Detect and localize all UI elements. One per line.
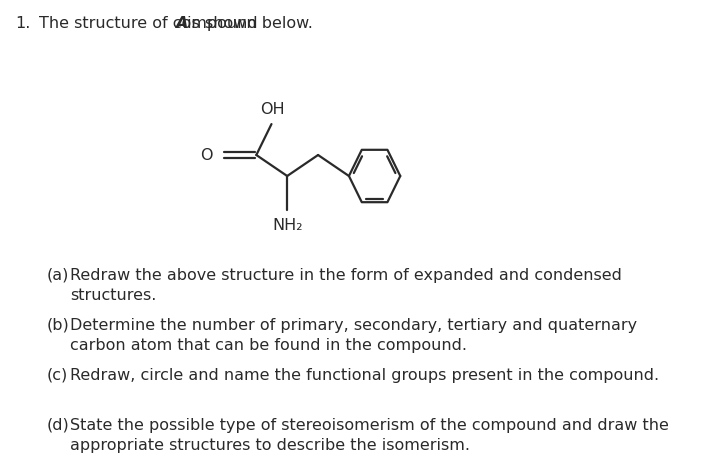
Text: O: O <box>200 147 213 162</box>
Text: OH: OH <box>260 102 285 117</box>
Text: A: A <box>175 16 187 31</box>
Text: (c): (c) <box>47 368 68 383</box>
Text: Redraw, circle and name the functional groups present in the compound.: Redraw, circle and name the functional g… <box>70 368 659 383</box>
Text: is shown below.: is shown below. <box>182 16 313 31</box>
Text: (a): (a) <box>47 268 69 283</box>
Text: 1.: 1. <box>15 16 31 31</box>
Text: Redraw the above structure in the form of expanded and condensed
structures.: Redraw the above structure in the form o… <box>70 268 622 303</box>
Text: (b): (b) <box>47 318 69 333</box>
Text: The structure of compound: The structure of compound <box>39 16 263 31</box>
Text: NH₂: NH₂ <box>272 219 302 234</box>
Text: Determine the number of primary, secondary, tertiary and quaternary
carbon atom : Determine the number of primary, seconda… <box>70 318 637 353</box>
Text: State the possible type of stereoisomerism of the compound and draw the
appropri: State the possible type of stereoisomeri… <box>70 418 669 453</box>
Text: (d): (d) <box>47 418 69 433</box>
